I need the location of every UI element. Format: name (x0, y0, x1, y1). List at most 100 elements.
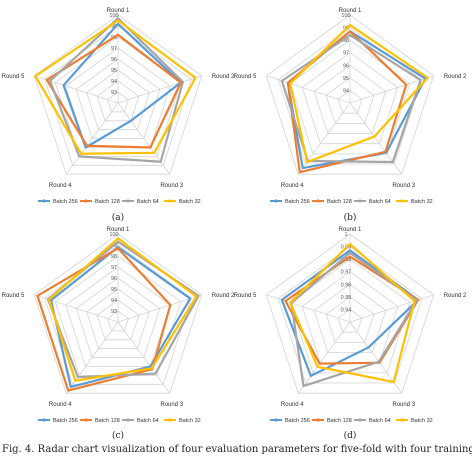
legend-label: Batch 256 (285, 418, 310, 424)
tick-label: 1 (344, 232, 347, 238)
tick-label: 100 (109, 232, 118, 238)
legend-label: Batch 128 (95, 199, 120, 205)
legend-marker (358, 418, 362, 422)
series-batch-32 (47, 237, 198, 382)
grid-spoke (266, 75, 351, 104)
axis-label: Round 4 (49, 183, 72, 189)
grid-spoke (349, 294, 434, 323)
series-batch-128 (36, 247, 172, 392)
grid-ring (313, 64, 387, 134)
tick-label: 0.97 (341, 270, 352, 276)
grid-ring (301, 52, 399, 145)
axis-label: Round 4 (49, 402, 72, 408)
grid-ring (325, 296, 375, 343)
tick-label: 94 (111, 298, 117, 304)
axis-label: Round 2 (444, 74, 467, 80)
legend-label: Batch 128 (327, 199, 352, 205)
legend-marker (84, 199, 88, 203)
tick-label: 94 (343, 88, 349, 94)
axis-label: Round 1 (339, 227, 362, 233)
legend-label: Batch 32 (411, 418, 433, 424)
axis-label: Round 3 (392, 402, 415, 408)
legend-label: Batch 128 (95, 418, 120, 424)
grid-ring (75, 277, 161, 358)
tick-label: 97 (111, 46, 117, 52)
grid-ring (44, 25, 192, 166)
tick-label: 96 (343, 63, 349, 69)
legend-marker (168, 418, 172, 422)
tick-label: 0.96 (341, 282, 352, 288)
panel-label: (b) (344, 212, 357, 223)
legend-label: Batch 32 (179, 418, 201, 424)
series-batch-64 (48, 17, 184, 163)
legend-label: Batch 64 (137, 418, 159, 424)
grid-ring (337, 308, 363, 333)
grid-ring (107, 91, 129, 113)
axis-label: Round 3 (160, 183, 183, 189)
axis-label: Round 5 (234, 293, 257, 299)
grid-ring (75, 58, 161, 139)
legend-marker (42, 418, 46, 422)
series-batch-32 (289, 23, 429, 164)
grid-ring (265, 14, 435, 175)
axis-label: Round 1 (107, 8, 130, 14)
grid-spoke (117, 321, 171, 394)
tick-label: 96 (111, 57, 117, 63)
legend-label: Batch 64 (137, 199, 159, 205)
grid-ring (33, 14, 203, 175)
series-batch-256 (62, 22, 182, 149)
legend-label: Batch 256 (53, 418, 78, 424)
grid-ring (107, 310, 129, 332)
axis-label: Round 5 (2, 74, 25, 80)
tick-label: 96 (111, 276, 117, 282)
grid-spoke (297, 321, 351, 394)
grid-ring (313, 283, 387, 353)
grid-ring (277, 246, 423, 384)
series-batch-64 (46, 240, 200, 379)
legend-marker (400, 199, 404, 203)
axis-label: Round 4 (281, 183, 304, 189)
series-batch-64 (280, 34, 422, 164)
grid-spoke (65, 102, 119, 175)
tick-label: 98 (343, 38, 349, 44)
axis-label: Round 2 (212, 293, 235, 299)
legend-marker (274, 199, 278, 203)
legend-label: Batch 256 (285, 199, 310, 205)
legend-marker (316, 418, 320, 422)
tick-label: 94 (111, 79, 117, 85)
grid-ring (277, 27, 423, 165)
legend-marker (126, 199, 130, 203)
grid-ring (325, 77, 375, 124)
legend-label: Batch 64 (369, 418, 391, 424)
axis-label: Round 5 (234, 74, 257, 80)
tick-label: 0.95 (341, 295, 352, 301)
legend-label: Batch 32 (179, 199, 201, 205)
series-batch-32 (34, 19, 197, 155)
legend-marker (274, 418, 278, 422)
grid-spoke (117, 75, 202, 104)
grid-ring (65, 266, 171, 367)
legend-marker (84, 418, 88, 422)
legend-marker (358, 199, 362, 203)
tick-label: 93 (111, 90, 117, 96)
tick-label: 97 (343, 51, 349, 57)
grid-ring (86, 288, 150, 350)
axis-label: Round 3 (160, 402, 183, 408)
grid-ring (265, 233, 435, 394)
tick-label: 97 (111, 265, 117, 271)
grid-ring (289, 39, 411, 155)
grid-spoke (117, 294, 202, 323)
tick-label: 95 (111, 287, 117, 293)
tick-label: 100 (341, 13, 350, 19)
legend-label: Batch 64 (369, 199, 391, 205)
panel-label: (c) (112, 430, 124, 441)
tick-label: 98 (111, 254, 117, 260)
axis-label: Round 1 (339, 8, 362, 14)
legend-label: Batch 32 (411, 199, 433, 205)
axis-label: Round 2 (444, 293, 467, 299)
legend-marker (168, 199, 172, 203)
